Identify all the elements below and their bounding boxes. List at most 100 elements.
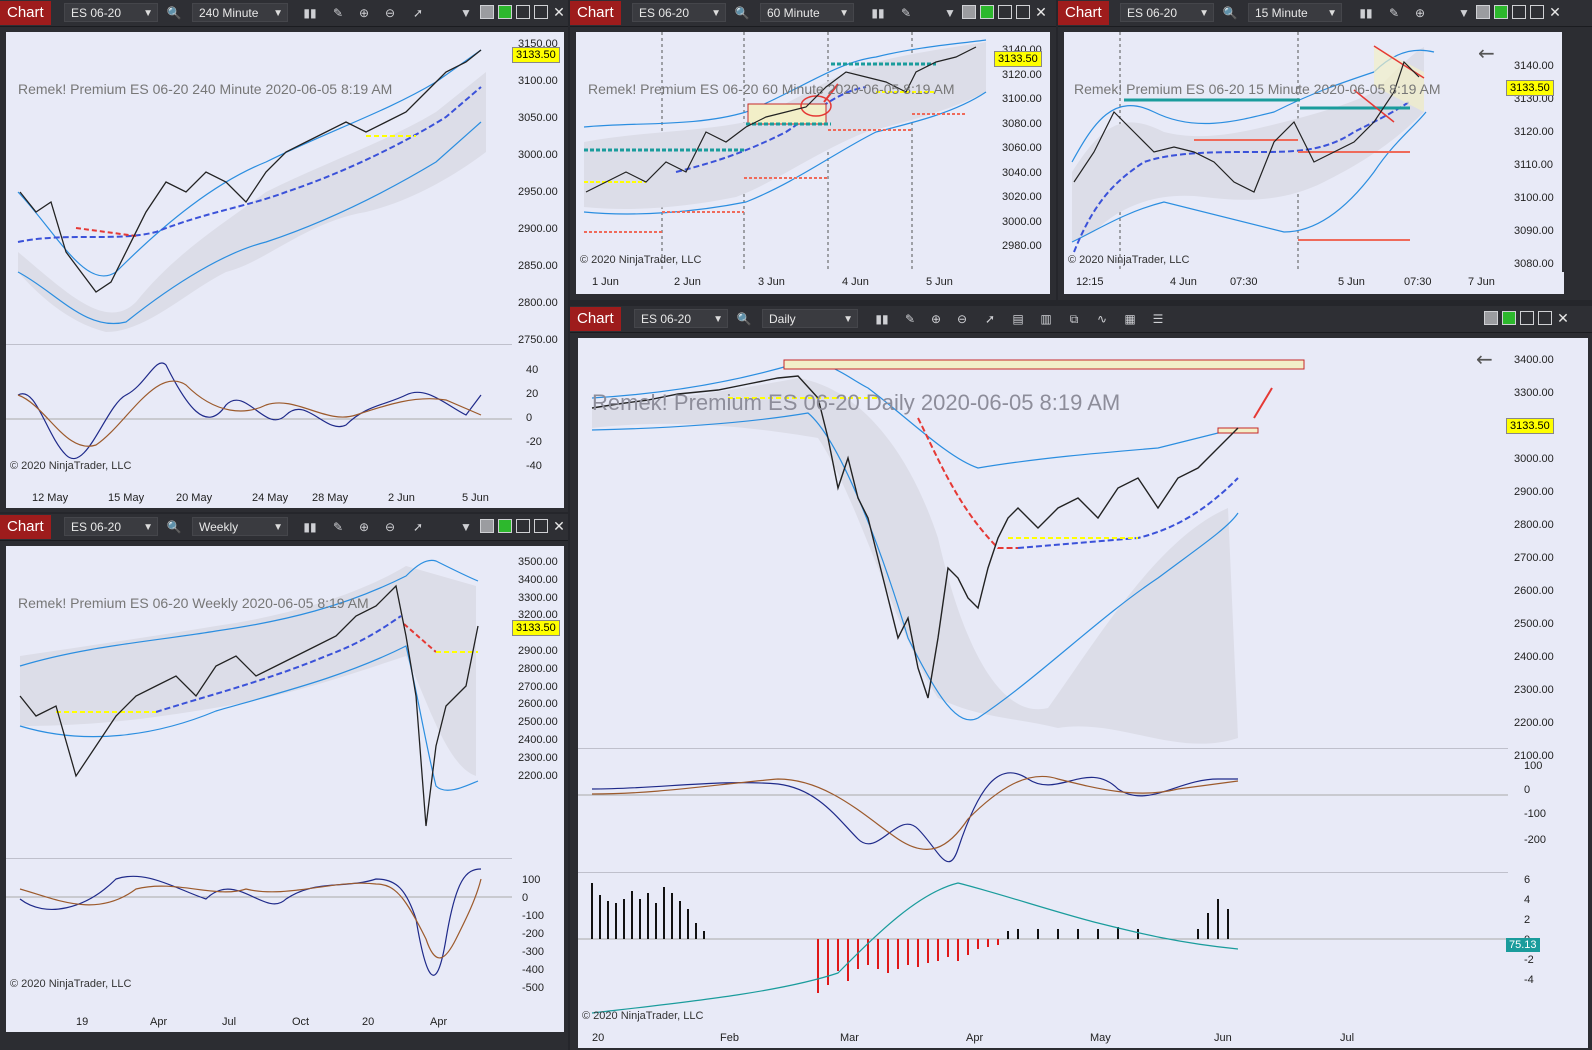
window-option-button[interactable]	[1484, 311, 1498, 325]
bar-type-icon[interactable]: ▮▮	[1359, 6, 1373, 20]
more-dropdown-icon[interactable]: ▼	[460, 520, 472, 534]
link-color-button[interactable]	[498, 519, 512, 533]
instrument-label: ES 06-20	[1127, 6, 1178, 20]
price-tick-label: 3090.00	[1514, 225, 1554, 237]
close-button[interactable]: ✕	[553, 4, 565, 20]
close-button[interactable]: ✕	[1549, 4, 1561, 20]
zoom-out-icon[interactable]: ⊖	[384, 520, 396, 534]
chart-plot-area[interactable]: Remek! Premium ES 06-20 15 Minute 2020-0…	[1064, 32, 1508, 272]
interval-select[interactable]: Weekly ▼	[192, 517, 288, 536]
instrument-select[interactable]: ES 06-20 ▼	[632, 3, 726, 22]
chart-menu-button[interactable]: Chart	[0, 1, 51, 25]
back-arrow-icon[interactable]: ←	[1478, 41, 1495, 65]
price-tick-label: 3020.00	[1002, 191, 1042, 203]
chart-menu-button[interactable]: Chart	[1058, 1, 1109, 25]
link-color-button[interactable]	[1494, 5, 1508, 19]
minimize-button[interactable]	[1520, 311, 1534, 325]
instrument-label: ES 06-20	[641, 312, 692, 326]
drawing-tool-icon[interactable]: ✎	[1388, 6, 1400, 20]
price-tick-label: 3140.00	[1514, 60, 1554, 72]
maximize-button[interactable]	[534, 519, 548, 533]
bar-type-icon[interactable]: ▮▮	[303, 520, 317, 534]
maximize-button[interactable]	[534, 5, 548, 19]
price-tick-label: 2300.00	[518, 751, 558, 764]
zoom-out-icon[interactable]: ⊖	[384, 6, 396, 20]
price-tick-label: 2900.00	[518, 223, 558, 235]
window-option-button[interactable]	[480, 5, 494, 19]
chart-menu-button[interactable]: Chart	[0, 515, 51, 539]
minimize-button[interactable]	[516, 519, 530, 533]
search-icon[interactable]: 🔍	[734, 6, 750, 20]
zoom-in-icon[interactable]: ⊕	[358, 520, 370, 534]
drawing-tool-icon[interactable]: ✎	[332, 520, 344, 534]
interval-select[interactable]: 60 Minute ▼	[760, 3, 854, 22]
chart-menu-button[interactable]: Chart	[570, 307, 621, 331]
search-icon[interactable]: 🔍	[736, 312, 752, 326]
price-tick-label: 3000.00	[1514, 453, 1554, 465]
instrument-select[interactable]: ES 06-20 ▼	[634, 309, 728, 328]
drawing-tool-icon[interactable]: ✎	[332, 6, 344, 20]
minimize-button[interactable]	[516, 5, 530, 19]
back-arrow-icon[interactable]: ←	[1476, 347, 1493, 371]
pointer-icon[interactable]: ➚	[412, 6, 424, 20]
instrument-select[interactable]: ES 06-20 ▼	[1120, 3, 1214, 22]
zoom-in-icon[interactable]: ⊕	[1414, 6, 1426, 20]
maximize-button[interactable]	[1538, 311, 1552, 325]
close-button[interactable]: ✕	[1035, 4, 1047, 20]
zoom-in-icon[interactable]: ⊕	[358, 6, 370, 20]
maximize-button[interactable]	[1530, 5, 1544, 19]
close-button[interactable]: ✕	[553, 518, 565, 534]
chart-plot-area[interactable]: Remek! Premium ES 06-20 Weekly 2020-06-0…	[6, 546, 512, 1012]
chart-plot-area[interactable]: Remek! Premium ES 06-20 240 Minute 2020-…	[6, 32, 512, 488]
bar-type-icon[interactable]: ▮▮	[303, 6, 317, 20]
bar-type-icon[interactable]: ▮▮	[871, 6, 885, 20]
more-dropdown-icon[interactable]: ▼	[944, 6, 956, 20]
time-tick-label: May	[1090, 1032, 1111, 1044]
window-option-button[interactable]	[962, 5, 976, 19]
time-tick-label: 24 May	[252, 492, 289, 504]
search-icon[interactable]: 🔍	[1222, 6, 1238, 20]
indicators-icon[interactable]: ∿	[1096, 312, 1108, 326]
instrument-select[interactable]: ES 06-20 ▼	[64, 517, 158, 536]
search-icon[interactable]: 🔍	[166, 520, 182, 534]
minimize-button[interactable]	[998, 5, 1012, 19]
close-button[interactable]: ✕	[1557, 310, 1569, 326]
interval-select[interactable]: Daily ▼	[762, 309, 858, 328]
search-icon[interactable]: 🔍	[166, 6, 182, 20]
price-tick-label: 2900.00	[518, 645, 558, 657]
window-option-button[interactable]	[1476, 5, 1490, 19]
window-option-button[interactable]	[480, 519, 494, 533]
interval-select[interactable]: 240 Minute ▼	[192, 3, 288, 22]
minimize-button[interactable]	[1512, 5, 1526, 19]
data-box-icon[interactable]: ▤	[1012, 312, 1024, 326]
chart-plot-area[interactable]: Remek! Premium ES 06-20 60 Minute 2020-0…	[576, 32, 996, 272]
list-icon[interactable]: ☰	[1152, 312, 1164, 326]
price-tick-label: 3100.00	[1514, 192, 1554, 204]
axis-tick-label: -4	[1524, 974, 1534, 986]
zoom-in-icon[interactable]: ⊕	[930, 312, 942, 326]
chart-plot-area[interactable]: Remek! Premium ES 06-20 Daily 2020-06-05…	[578, 338, 1508, 1028]
link-color-button[interactable]	[498, 5, 512, 19]
pointer-icon[interactable]: ➚	[984, 312, 996, 326]
drawing-tool-icon[interactable]: ✎	[900, 6, 912, 20]
instrument-select[interactable]: ES 06-20 ▼	[64, 3, 158, 22]
chart-menu-button[interactable]: Chart	[570, 1, 621, 25]
zoom-out-icon[interactable]: ⊖	[956, 312, 968, 326]
properties-icon[interactable]: ▥	[1040, 312, 1052, 326]
link-color-button[interactable]	[1502, 311, 1516, 325]
last-price-tag: 3133.50	[512, 620, 560, 636]
axis-tick-label: 100	[1524, 760, 1543, 772]
bar-type-icon[interactable]: ▮▮	[875, 312, 889, 326]
more-dropdown-icon[interactable]: ▼	[460, 6, 472, 20]
pointer-icon[interactable]: ➚	[412, 520, 424, 534]
more-dropdown-icon[interactable]: ▼	[1458, 6, 1470, 20]
price-axis: 3150.00 3100.00 3050.00 3000.00 2950.00 2900.…	[512, 32, 564, 488]
price-tick-label: 2500.00	[1514, 618, 1554, 630]
strategies-icon[interactable]: ▦	[1124, 312, 1136, 326]
chevron-down-icon: ▼	[1327, 8, 1337, 19]
drawing-tool-icon[interactable]: ✎	[904, 312, 916, 326]
link-color-button[interactable]	[980, 5, 994, 19]
scale-icon[interactable]: ⧉	[1069, 312, 1079, 326]
interval-select[interactable]: 15 Minute ▼	[1248, 3, 1342, 22]
maximize-button[interactable]	[1016, 5, 1030, 19]
